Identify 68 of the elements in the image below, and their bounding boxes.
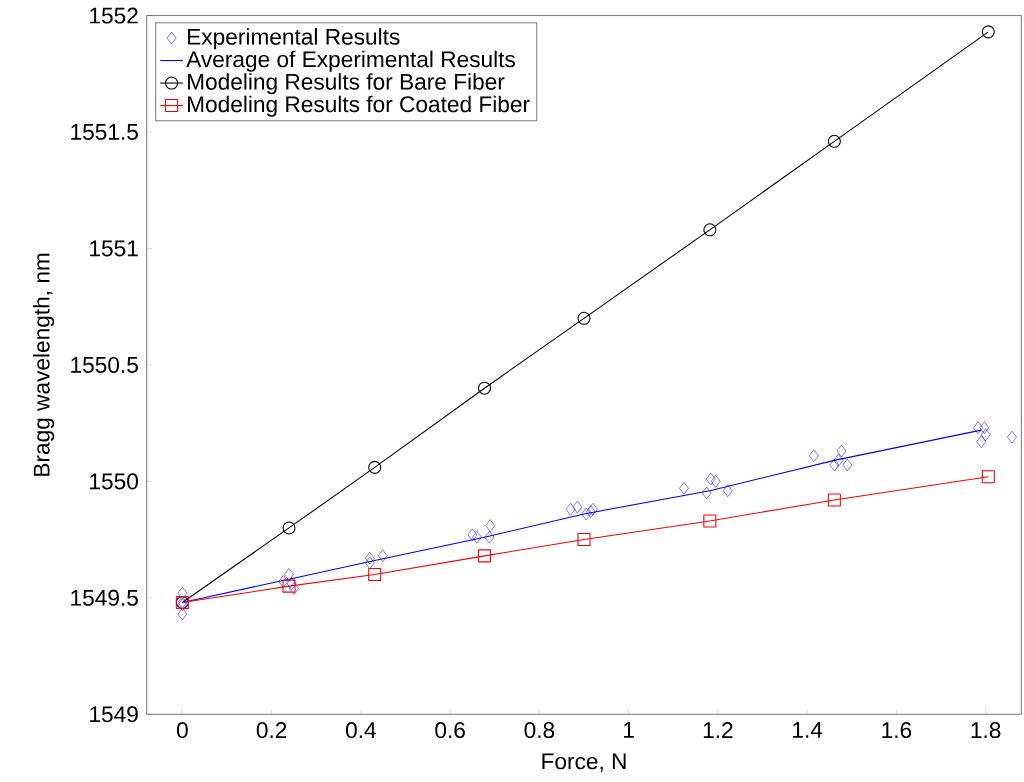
- point: [477, 549, 492, 563]
- x-tick-label: 1: [624, 721, 634, 738]
- point: [467, 528, 478, 542]
- x-tick-label: 0.8: [524, 721, 555, 739]
- point: [703, 514, 717, 528]
- point: [836, 444, 847, 458]
- point: [973, 421, 983, 434]
- point: [1007, 430, 1017, 444]
- x-tick-label: 1.2: [703, 721, 733, 738]
- x-tick-label: 1.8: [971, 721, 1001, 739]
- point: [286, 577, 297, 590]
- point: [829, 458, 840, 472]
- point: [981, 25, 995, 39]
- point: [710, 474, 721, 488]
- x-tick-label: 0: [176, 721, 188, 739]
- point: [581, 507, 591, 521]
- point: [705, 472, 716, 486]
- x-tick-label: 0.6: [435, 721, 465, 739]
- point: [484, 530, 495, 544]
- point: [809, 449, 819, 462]
- point: [289, 582, 299, 595]
- point: [365, 551, 375, 565]
- y-tick-label: 1550.5: [71, 356, 138, 373]
- point: [472, 530, 482, 544]
- point: [278, 575, 288, 588]
- point: [365, 556, 375, 570]
- point: [368, 567, 382, 581]
- point: [981, 470, 995, 484]
- legend-label: Average of Experimental Results: [186, 50, 515, 72]
- point: [477, 381, 492, 395]
- y-tick-label: 1551.5: [71, 123, 138, 140]
- y-tick-label: 1551: [90, 240, 138, 257]
- point: [679, 481, 689, 495]
- y-axis-title: Bragg wavelength, nm: [33, 253, 55, 476]
- legend-label: Experimental Results: [188, 28, 400, 50]
- point: [284, 568, 294, 581]
- x-tick-label: 1.6: [882, 721, 912, 739]
- point: [177, 586, 188, 600]
- point: [368, 460, 382, 474]
- point: [976, 435, 986, 448]
- x-tick-label: 1.4: [793, 721, 823, 738]
- y-tick-label: 1549.5: [71, 589, 138, 606]
- point: [577, 532, 591, 546]
- x-tick-label: 0.4: [346, 721, 376, 739]
- point: [577, 311, 591, 325]
- point: [282, 521, 296, 535]
- point: [282, 579, 296, 593]
- legend-label: Modeling Results for Coated Fiber: [188, 95, 530, 117]
- legend-label: Modeling Results for Bare Fiber: [188, 73, 505, 95]
- point: [703, 223, 717, 237]
- point: [177, 607, 188, 621]
- x-tick-label: 0.2: [256, 721, 287, 739]
- point: [565, 502, 576, 516]
- point: [827, 134, 841, 148]
- point: [980, 428, 991, 441]
- y-tick-label: 1549: [90, 706, 138, 723]
- point: [979, 421, 990, 434]
- point: [377, 549, 388, 563]
- point: [722, 484, 733, 497]
- point: [485, 519, 496, 532]
- point: [842, 458, 853, 472]
- point: [572, 500, 583, 514]
- point: [827, 493, 841, 507]
- y-tick-label: 1550: [90, 473, 138, 490]
- point: [833, 454, 844, 467]
- x-axis-title: Force, N: [542, 753, 626, 772]
- y-tick-label: 1552: [90, 7, 138, 24]
- point: [701, 486, 712, 500]
